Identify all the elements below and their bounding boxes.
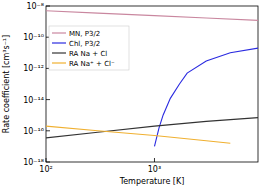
legend-label: RA Na⁺ + Cl⁻ xyxy=(69,60,115,68)
chart: 10²10³10⁻¹⁸10⁻¹⁶10⁻¹⁴10⁻¹²10⁻¹⁰10⁻⁸Tempe… xyxy=(0,0,263,189)
x-tick xyxy=(154,158,155,162)
y-tick-label: 10⁻⁸ xyxy=(26,2,44,11)
legend-label: MN, P3/2 xyxy=(69,30,100,38)
series-line xyxy=(46,126,230,143)
legend-label: Chl, P3/2 xyxy=(69,40,100,48)
series-line xyxy=(46,11,258,21)
y-tick-label: 10⁻¹² xyxy=(23,64,44,73)
y-tick-label: 10⁻¹⁶ xyxy=(23,127,44,136)
legend-swatch xyxy=(52,42,66,43)
y-axis-label: Rate coefficient [cm³s⁻¹] xyxy=(2,35,11,133)
plot-area xyxy=(46,11,258,147)
y-tick-label: 10⁻¹⁰ xyxy=(23,33,44,42)
legend-swatch xyxy=(52,32,66,33)
legend-swatch xyxy=(52,62,66,63)
y-tick-label: 10⁻¹⁸ xyxy=(23,158,44,167)
y-tick xyxy=(46,6,50,7)
y-tick xyxy=(46,130,50,131)
plot-frame xyxy=(46,6,258,162)
y-tick xyxy=(46,99,50,100)
legend-box xyxy=(49,26,129,70)
series-line xyxy=(154,48,258,146)
y-tick xyxy=(46,162,50,163)
legend-label: RA Na + Cl xyxy=(69,50,107,58)
legend-swatch xyxy=(52,52,66,53)
x-tick-label: 10³ xyxy=(148,165,161,174)
x-axis-label: Temperature [K] xyxy=(119,177,185,186)
x-tick xyxy=(46,158,47,162)
y-tick-label: 10⁻¹⁴ xyxy=(23,96,44,105)
